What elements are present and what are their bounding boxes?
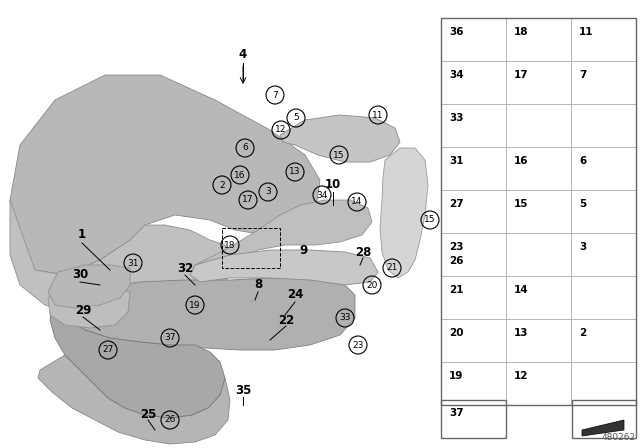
Bar bbox=[222, 228, 280, 268]
Text: 13: 13 bbox=[289, 168, 301, 177]
Text: 14: 14 bbox=[514, 285, 529, 295]
Text: 8: 8 bbox=[254, 279, 262, 292]
Text: 15: 15 bbox=[424, 215, 436, 224]
Polygon shape bbox=[190, 250, 378, 285]
Polygon shape bbox=[582, 420, 624, 436]
Text: 19: 19 bbox=[449, 371, 463, 381]
Polygon shape bbox=[380, 148, 428, 278]
Text: 13: 13 bbox=[514, 328, 529, 338]
Text: 21: 21 bbox=[449, 285, 463, 295]
Text: 16: 16 bbox=[234, 171, 246, 180]
Polygon shape bbox=[280, 115, 400, 162]
Text: 22: 22 bbox=[278, 314, 294, 327]
Text: 15: 15 bbox=[514, 199, 529, 209]
Text: 34: 34 bbox=[316, 190, 328, 199]
Text: 23: 23 bbox=[352, 340, 364, 349]
Text: 12: 12 bbox=[514, 371, 529, 381]
Text: 37: 37 bbox=[164, 333, 176, 343]
Text: 3: 3 bbox=[265, 188, 271, 197]
Text: 32: 32 bbox=[177, 262, 193, 275]
Text: 2: 2 bbox=[579, 328, 586, 338]
Text: 10: 10 bbox=[325, 178, 341, 191]
Text: 11: 11 bbox=[372, 111, 384, 120]
Text: 12: 12 bbox=[275, 125, 287, 134]
Text: 33: 33 bbox=[339, 314, 351, 323]
Text: 7: 7 bbox=[579, 70, 586, 80]
Polygon shape bbox=[10, 200, 230, 320]
Text: 9: 9 bbox=[299, 244, 307, 257]
Text: 21: 21 bbox=[387, 263, 397, 272]
Polygon shape bbox=[68, 278, 355, 350]
Polygon shape bbox=[48, 280, 130, 328]
Text: 15: 15 bbox=[333, 151, 345, 159]
Text: 14: 14 bbox=[351, 198, 363, 207]
Polygon shape bbox=[48, 265, 130, 308]
Text: 4: 4 bbox=[239, 48, 247, 61]
Text: 28: 28 bbox=[355, 246, 371, 258]
Text: 16: 16 bbox=[514, 156, 529, 166]
Text: 29: 29 bbox=[75, 303, 91, 316]
Text: 20: 20 bbox=[366, 280, 378, 289]
Text: 19: 19 bbox=[189, 301, 201, 310]
Text: 2: 2 bbox=[219, 181, 225, 190]
Text: 31: 31 bbox=[449, 156, 463, 166]
Text: 23: 23 bbox=[449, 242, 463, 252]
Text: 31: 31 bbox=[127, 258, 139, 267]
Text: 11: 11 bbox=[579, 27, 593, 37]
Text: 35: 35 bbox=[235, 383, 251, 396]
Text: 24: 24 bbox=[287, 289, 303, 302]
Text: 26: 26 bbox=[449, 256, 463, 266]
Text: 7: 7 bbox=[272, 90, 278, 99]
Text: 27: 27 bbox=[102, 345, 114, 354]
Text: 26: 26 bbox=[164, 415, 176, 425]
Text: 20: 20 bbox=[449, 328, 463, 338]
Text: 18: 18 bbox=[224, 241, 236, 250]
Text: 5: 5 bbox=[579, 199, 586, 209]
Polygon shape bbox=[192, 200, 372, 278]
Text: 480262: 480262 bbox=[602, 433, 636, 442]
Text: 30: 30 bbox=[72, 268, 88, 281]
Text: 34: 34 bbox=[449, 70, 463, 80]
Text: 17: 17 bbox=[514, 70, 529, 80]
Polygon shape bbox=[50, 305, 225, 418]
Text: 37: 37 bbox=[449, 408, 463, 418]
Polygon shape bbox=[38, 355, 230, 444]
Bar bbox=[441, 400, 506, 438]
Text: 17: 17 bbox=[243, 195, 253, 204]
Text: 33: 33 bbox=[449, 113, 463, 123]
Text: 1: 1 bbox=[78, 228, 86, 241]
Text: 27: 27 bbox=[449, 199, 463, 209]
Bar bbox=[441, 18, 636, 405]
Text: 6: 6 bbox=[579, 156, 586, 166]
Text: 18: 18 bbox=[514, 27, 529, 37]
Text: 36: 36 bbox=[449, 27, 463, 37]
Text: 3: 3 bbox=[579, 242, 586, 252]
Polygon shape bbox=[10, 75, 320, 275]
Text: 6: 6 bbox=[242, 143, 248, 152]
Bar bbox=[572, 400, 636, 438]
Text: 5: 5 bbox=[293, 113, 299, 122]
Text: 25: 25 bbox=[140, 409, 156, 422]
